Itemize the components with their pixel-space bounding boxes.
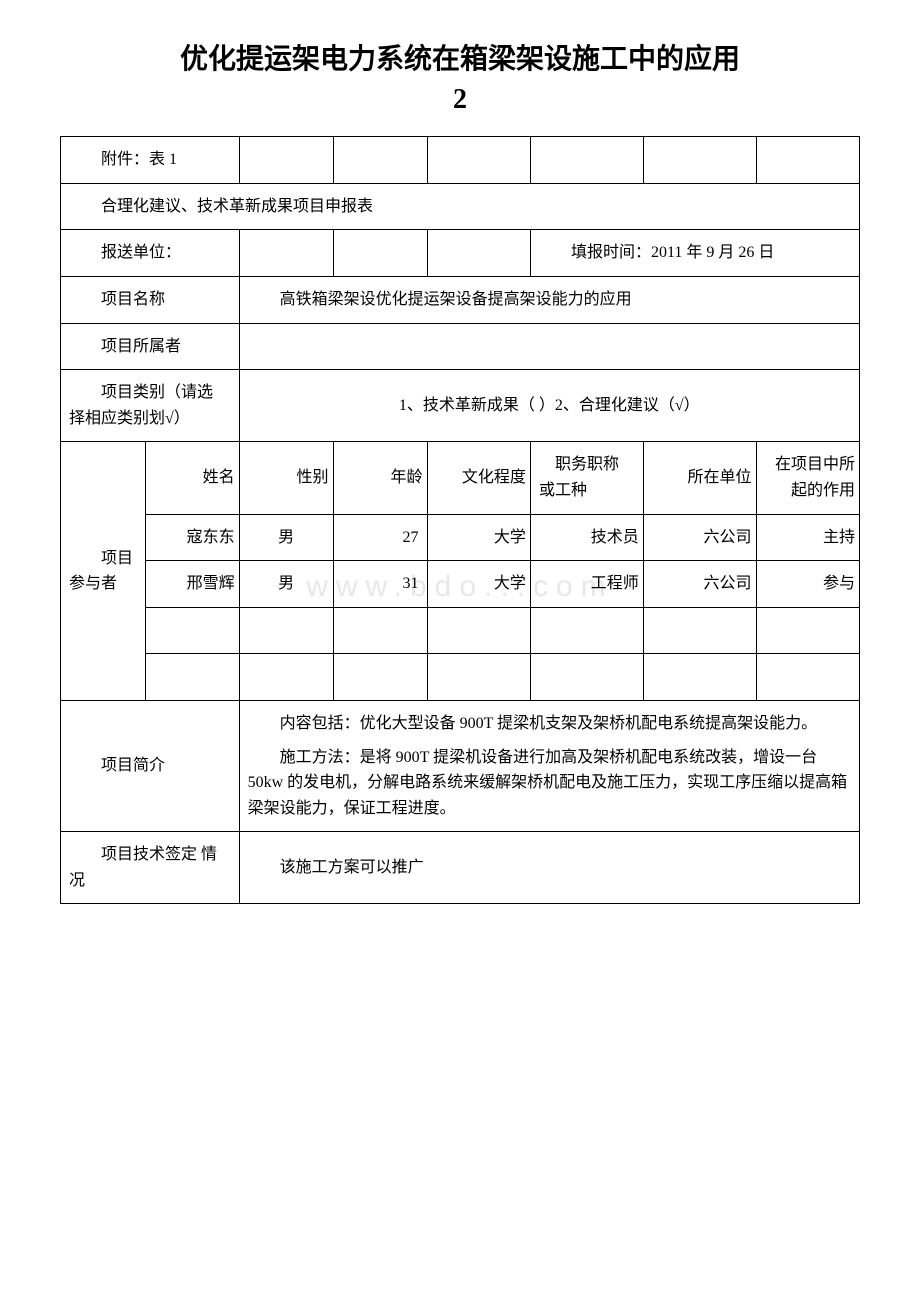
participant-name: 邢雪辉 — [145, 561, 239, 608]
empty-cell — [239, 230, 333, 277]
participant-position: 工程师 — [530, 561, 643, 608]
project-owner-label: 项目所属者 — [61, 323, 240, 370]
empty-cell — [239, 137, 333, 184]
project-owner-value — [239, 323, 859, 370]
empty-cell — [239, 607, 333, 654]
participant-unit: 六公司 — [643, 514, 756, 561]
participants-label: 项目参与者 — [61, 442, 146, 701]
table-row: 项目简介 内容包括：优化大型设备 900T 提梁机支架及架桥机配电系统提高架设能… — [61, 700, 860, 831]
header-name: 姓名 — [145, 442, 239, 514]
participant-age: 27 — [333, 514, 427, 561]
table-row: 项目参与者 姓名 性别 年龄 文化程度 职务职称或工种 所在单位 在项目中所起的… — [61, 442, 860, 514]
empty-cell — [145, 607, 239, 654]
header-unit: 所在单位 — [643, 442, 756, 514]
project-name-label: 项目名称 — [61, 276, 240, 323]
table-row: 寇东东 男 27 大学 技术员 六公司 主持 — [61, 514, 860, 561]
report-unit-label: 报送单位： — [61, 230, 240, 277]
participant-gender: 男 — [239, 514, 333, 561]
project-intro-value: 内容包括：优化大型设备 900T 提梁机支架及架桥机配电系统提高架设能力。 施工… — [239, 700, 859, 831]
form-title: 合理化建议、技术革新成果项目申报表 — [61, 183, 860, 230]
header-position: 职务职称或工种 — [530, 442, 643, 514]
header-role: 在项目中所起的作用 — [756, 442, 859, 514]
empty-cell — [239, 654, 333, 701]
header-education: 文化程度 — [427, 442, 530, 514]
tech-sign-value: 该施工方案可以推广 — [239, 832, 859, 904]
table-row: 报送单位： 填报时间：2011 年 9 月 26 日 — [61, 230, 860, 277]
project-intro-label: 项目简介 — [61, 700, 240, 831]
participant-unit: 六公司 — [643, 561, 756, 608]
empty-cell — [333, 607, 427, 654]
table-row: 项目名称 高铁箱梁架设优化提运架设备提高架设能力的应用 — [61, 276, 860, 323]
empty-cell — [427, 230, 530, 277]
project-name-value: 高铁箱梁架设优化提运架设备提高架设能力的应用 — [239, 276, 859, 323]
application-form-table: 附件：表 1 合理化建议、技术革新成果项目申报表 报送单位： 填报时间：2011… — [60, 136, 860, 904]
page-subtitle: 2 — [60, 84, 860, 116]
empty-cell — [427, 654, 530, 701]
participant-position: 技术员 — [530, 514, 643, 561]
report-time: 填报时间：2011 年 9 月 26 日 — [530, 230, 859, 277]
table-row: 项目所属者 — [61, 323, 860, 370]
table-row: 合理化建议、技术革新成果项目申报表 — [61, 183, 860, 230]
participant-age: 31 — [333, 561, 427, 608]
empty-cell — [333, 230, 427, 277]
project-category-value: 1、技术革新成果（ ）2、合理化建议（√） — [239, 370, 859, 442]
empty-cell — [756, 137, 859, 184]
attachment-label: 附件：表 1 — [61, 137, 240, 184]
participant-role: 主持 — [756, 514, 859, 561]
intro-paragraph-1: 内容包括：优化大型设备 900T 提梁机支架及架桥机配电系统提高架设能力。 — [248, 711, 851, 737]
empty-cell — [333, 654, 427, 701]
empty-cell — [756, 607, 859, 654]
empty-cell — [643, 137, 756, 184]
table-row — [61, 607, 860, 654]
table-row — [61, 654, 860, 701]
tech-sign-label: 项目技术签定 情 况 — [61, 832, 240, 904]
header-gender: 性别 — [239, 442, 333, 514]
empty-cell — [145, 654, 239, 701]
table-row: 附件：表 1 — [61, 137, 860, 184]
participant-role: 参与 — [756, 561, 859, 608]
participant-gender: 男 — [239, 561, 333, 608]
empty-cell — [643, 607, 756, 654]
participant-name: 寇东东 — [145, 514, 239, 561]
page-title: 优化提运架电力系统在箱梁架设施工中的应用 — [60, 40, 860, 79]
table-row: 邢雪辉 男 31 大学 工程师 六公司 参与 — [61, 561, 860, 608]
empty-cell — [530, 137, 643, 184]
intro-paragraph-2: 施工方法：是将 900T 提梁机设备进行加高及架桥机配电系统改装，增设一台 50… — [248, 745, 851, 822]
table-row: 项目技术签定 情 况 该施工方案可以推广 — [61, 832, 860, 904]
participant-education: 大学 — [427, 514, 530, 561]
participant-education: 大学 — [427, 561, 530, 608]
header-age: 年龄 — [333, 442, 427, 514]
empty-cell — [333, 137, 427, 184]
empty-cell — [643, 654, 756, 701]
empty-cell — [530, 607, 643, 654]
empty-cell — [427, 607, 530, 654]
empty-cell — [530, 654, 643, 701]
empty-cell — [427, 137, 530, 184]
project-category-label: 项目类别（请选 择相应类别划√） — [61, 370, 240, 442]
empty-cell — [756, 654, 859, 701]
table-row: 项目类别（请选 择相应类别划√） 1、技术革新成果（ ）2、合理化建议（√） — [61, 370, 860, 442]
